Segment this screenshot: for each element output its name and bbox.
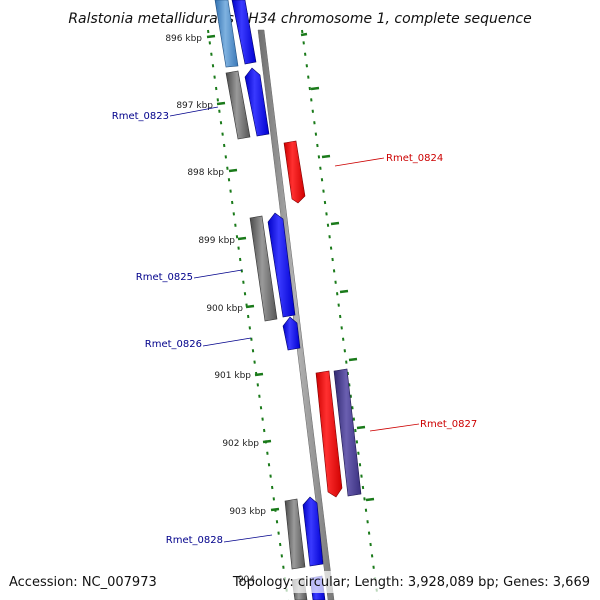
leader-line bbox=[223, 534, 273, 543]
cds-arrow-rmet-0824[interactable] bbox=[283, 140, 306, 204]
genome-stats-text: Topology: circular; Length: 3,928,089 bp… bbox=[232, 575, 590, 590]
tick-mark bbox=[300, 32, 308, 37]
gene-block-rmet-0825[interactable] bbox=[249, 215, 278, 322]
gene-block-rmet-0823[interactable] bbox=[225, 70, 251, 140]
gene-label-rmet-0828[interactable]: Rmet_0828 bbox=[166, 535, 223, 546]
leader-line bbox=[334, 157, 385, 167]
tick-mark bbox=[365, 497, 375, 502]
tick-mark bbox=[339, 289, 349, 294]
leader-line bbox=[169, 106, 219, 117]
tick-mark bbox=[321, 154, 331, 159]
tick-label: 904 bbox=[238, 575, 255, 585]
tick-mark bbox=[206, 34, 216, 39]
accession-text: Accession: NC_007973 bbox=[9, 575, 157, 590]
tick-label: 902 kbp bbox=[222, 439, 259, 449]
tick-marks bbox=[206, 32, 375, 512]
leader-line bbox=[202, 337, 252, 347]
cds-arrow-rmet-0828[interactable] bbox=[302, 496, 324, 567]
cds-arrow-rmet-0825[interactable] bbox=[267, 212, 296, 318]
map-title: Ralstonia metallidurans CH34 chromosome … bbox=[68, 11, 531, 27]
tick-mark bbox=[348, 357, 358, 362]
gene-label-rmet-0823[interactable]: Rmet_0823 bbox=[112, 111, 169, 122]
tick-label: 900 kbp bbox=[206, 304, 243, 314]
gene-block-rmet-0828[interactable] bbox=[284, 498, 306, 570]
ruler-inner-dots bbox=[207, 29, 290, 600]
tick-mark bbox=[310, 86, 320, 91]
tick-mark bbox=[254, 372, 264, 377]
chromosome-backbone bbox=[257, 29, 335, 600]
ruler-outer-dots bbox=[301, 29, 380, 600]
cds-arrow-rmet-0826[interactable] bbox=[282, 316, 301, 351]
tick-label: 899 kbp bbox=[198, 236, 235, 246]
tick-mark bbox=[245, 304, 255, 309]
tick-labels: 896 kbp 897 kbp 898 kbp 899 kbp 900 kbp … bbox=[165, 34, 266, 585]
tick-label: 896 kbp bbox=[165, 34, 202, 44]
gene-label-rmet-0826[interactable]: Rmet_0826 bbox=[145, 339, 202, 350]
cds-block-light[interactable] bbox=[214, 0, 239, 68]
tick-mark bbox=[237, 236, 247, 241]
cds-arrow-forward[interactable] bbox=[231, 0, 257, 65]
leader-line bbox=[193, 269, 243, 279]
tick-mark bbox=[270, 507, 280, 512]
cds-arrow-rmet-0827[interactable] bbox=[315, 370, 343, 498]
reverse-strand-features bbox=[283, 140, 362, 498]
gene-label-rmet-0827[interactable]: Rmet_0827 bbox=[420, 419, 477, 430]
tick-mark bbox=[330, 221, 340, 226]
tick-mark bbox=[228, 168, 238, 173]
tick-label: 897 kbp bbox=[176, 101, 213, 111]
gene-label-rmet-0825[interactable]: Rmet_0825 bbox=[136, 272, 193, 283]
gene-labels: Rmet_0823 Rmet_0824 Rmet_0825 Rmet_0826 … bbox=[112, 106, 477, 546]
gene-label-rmet-0824[interactable]: Rmet_0824 bbox=[386, 153, 443, 164]
gene-block-rmet-0827[interactable] bbox=[333, 368, 362, 497]
forward-strand-features bbox=[214, 0, 326, 600]
footer-backdrop bbox=[258, 571, 594, 593]
cds-arrow-rmet-0823[interactable] bbox=[244, 67, 270, 137]
tick-label: 901 kbp bbox=[214, 371, 251, 381]
tick-mark bbox=[216, 101, 226, 106]
tick-mark bbox=[262, 439, 272, 444]
tick-label: 903 kbp bbox=[229, 507, 266, 517]
leader-line bbox=[369, 423, 420, 432]
tick-label: 898 kbp bbox=[187, 168, 224, 178]
tick-mark bbox=[356, 425, 366, 430]
